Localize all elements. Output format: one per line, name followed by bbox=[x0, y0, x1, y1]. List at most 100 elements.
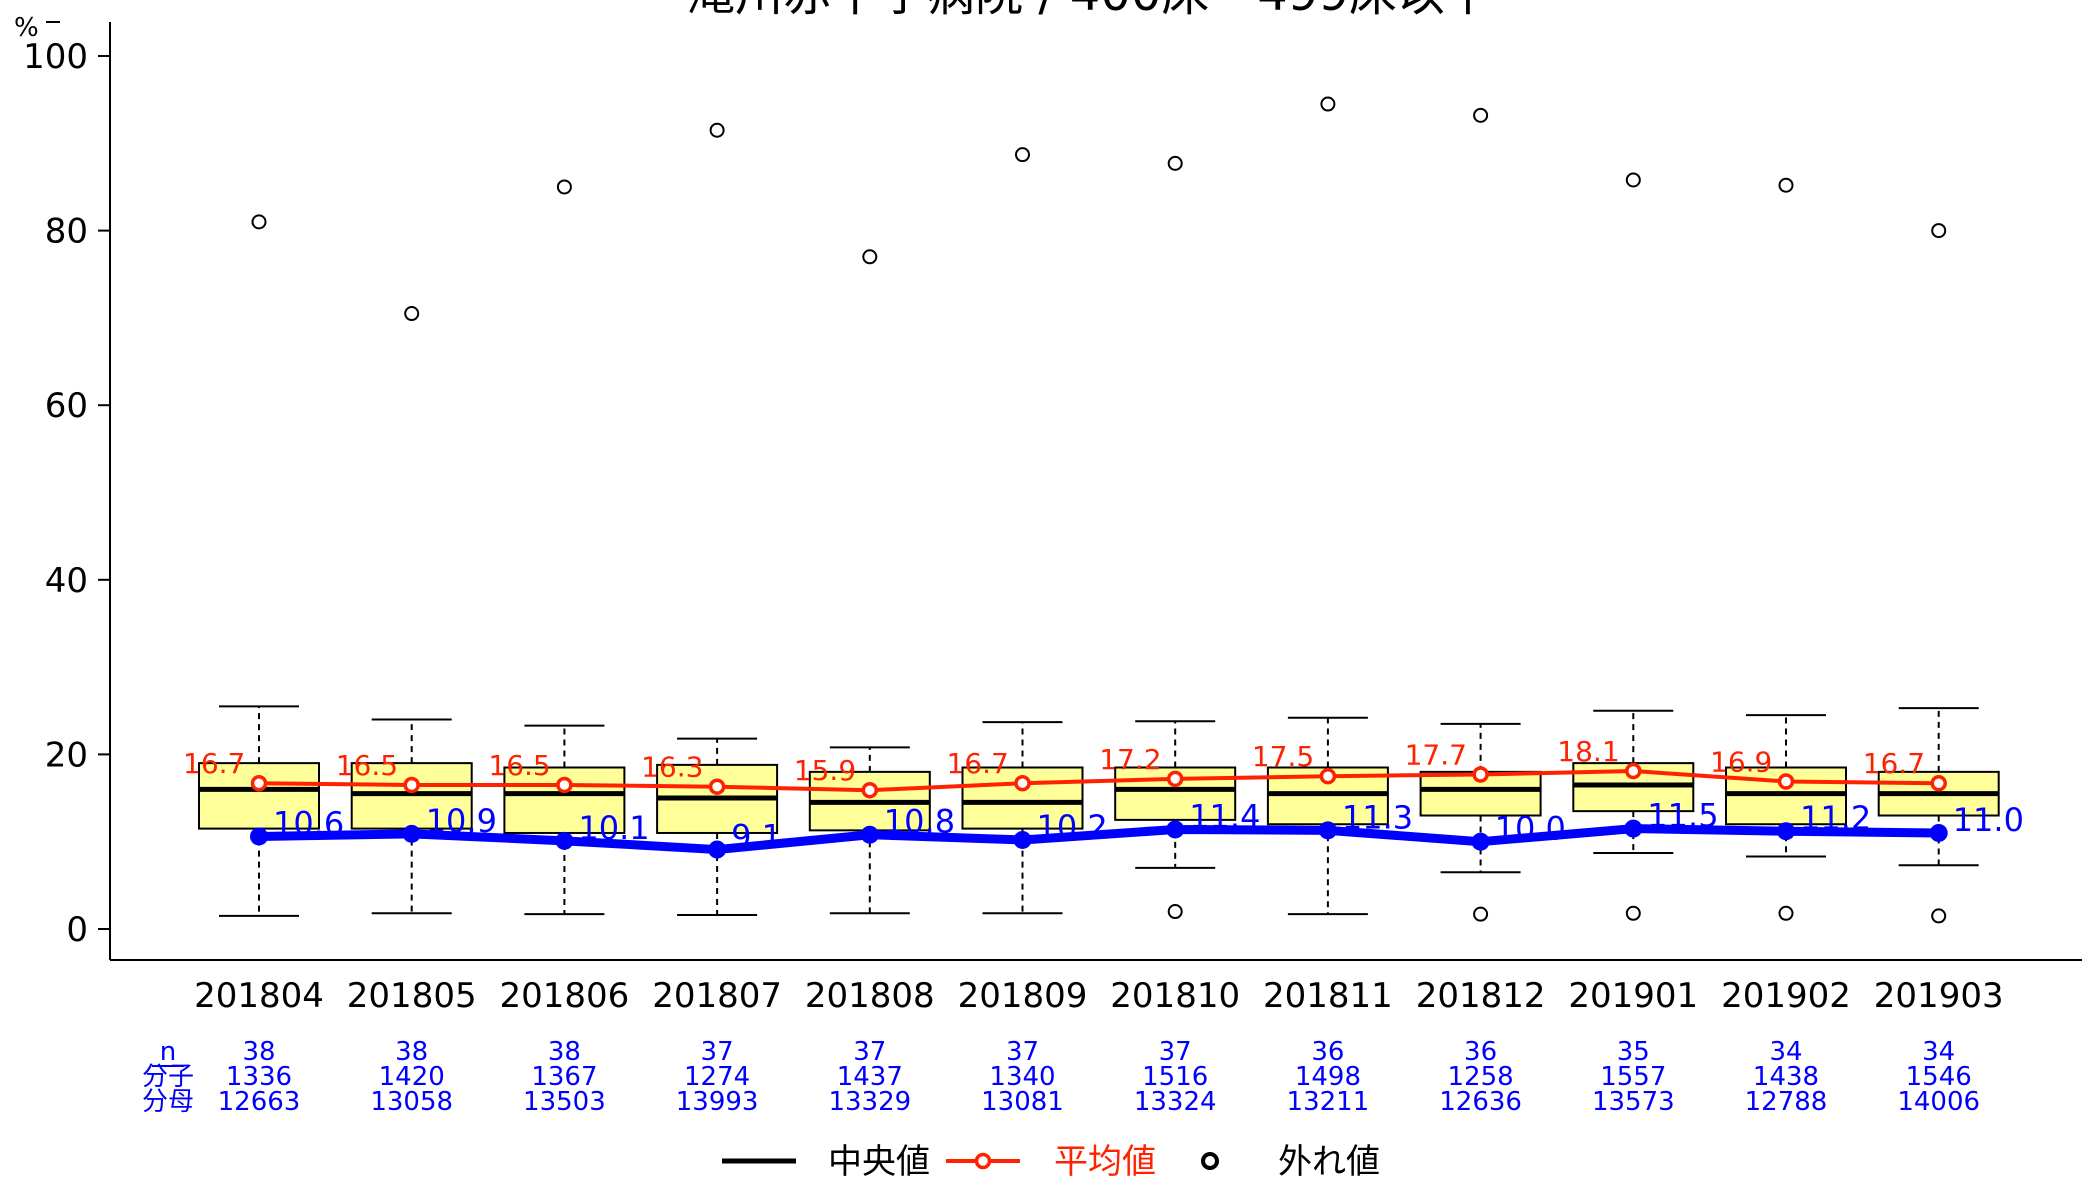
table-cell-numerator: 1516 bbox=[1142, 1062, 1208, 1092]
mean-value-label: 16.7 bbox=[183, 747, 245, 780]
outlier-point bbox=[1473, 107, 1489, 123]
blue-value-label: 10.8 bbox=[884, 803, 955, 841]
blue-value-label: 10.2 bbox=[1037, 808, 1108, 846]
outlier-point bbox=[1625, 172, 1641, 188]
outlier-point bbox=[1167, 904, 1183, 920]
table-cell-denominator: 13329 bbox=[828, 1087, 911, 1117]
outlier-point bbox=[1778, 177, 1794, 193]
mean-point bbox=[1319, 767, 1337, 785]
x-tick-label: 201903 bbox=[1874, 976, 2004, 1016]
table-cell-n: 38 bbox=[395, 1037, 428, 1067]
blue-series-point bbox=[1166, 820, 1185, 839]
table-cell-numerator: 1336 bbox=[226, 1062, 292, 1092]
table-cell-numerator: 1437 bbox=[837, 1062, 903, 1092]
table-cell-numerator: 1367 bbox=[531, 1062, 597, 1092]
mean-value-label: 17.2 bbox=[1099, 743, 1161, 776]
mean-value-label: 16.3 bbox=[641, 751, 703, 784]
mean-value-label: 17.5 bbox=[1252, 740, 1314, 773]
y-tick-label: 60 bbox=[45, 386, 88, 426]
table-cell-numerator: 1498 bbox=[1295, 1062, 1361, 1092]
table-cell-denominator: 12788 bbox=[1745, 1087, 1828, 1117]
y-axis-unit-label: % bbox=[14, 13, 39, 43]
mean-point bbox=[708, 778, 726, 795]
table-cell-n: 38 bbox=[548, 1037, 581, 1067]
outlier-point bbox=[1473, 906, 1489, 922]
outlier-point bbox=[709, 122, 725, 138]
legend-outlier-swatch bbox=[1201, 1152, 1219, 1170]
table-cell-denominator: 12663 bbox=[218, 1087, 301, 1117]
x-tick-label: 201812 bbox=[1416, 976, 1546, 1016]
blue-series-point bbox=[1929, 823, 1948, 842]
outlier-point bbox=[862, 249, 878, 265]
table-cell-numerator: 1438 bbox=[1753, 1062, 1819, 1092]
mean-point bbox=[1472, 766, 1489, 783]
blue-value-label: 10.1 bbox=[578, 809, 649, 847]
table-row-label-n: n bbox=[160, 1037, 176, 1067]
mean-point bbox=[250, 774, 268, 792]
y-tick-label: 0 bbox=[66, 910, 88, 950]
table-cell-denominator: 14006 bbox=[1897, 1087, 1980, 1117]
x-tick-label: 201808 bbox=[805, 976, 935, 1016]
blue-value-label: 10.9 bbox=[426, 802, 497, 840]
mean-point bbox=[1625, 762, 1642, 780]
table-cell-numerator: 1258 bbox=[1448, 1062, 1514, 1092]
table-cell-n: 36 bbox=[1311, 1037, 1344, 1067]
outlier-point bbox=[1625, 905, 1641, 921]
table-cell-numerator: 1340 bbox=[989, 1062, 1055, 1092]
chart-title: 滝川赤十字病院 / 400床 - 499床以下 bbox=[687, 0, 1493, 22]
mean-value-label: 16.7 bbox=[947, 747, 1009, 780]
blue-series-line bbox=[258, 824, 1939, 855]
blue-series-point bbox=[555, 831, 574, 850]
blue-series-point bbox=[708, 840, 727, 859]
legend-mean-label: 平均値 bbox=[1054, 1142, 1156, 1180]
table-cell-numerator: 1546 bbox=[1906, 1062, 1972, 1092]
x-tick-label: 201807 bbox=[652, 976, 782, 1016]
table-cell-denominator: 13058 bbox=[370, 1087, 453, 1117]
x-tick-label: 201804 bbox=[194, 976, 324, 1016]
table-cell-numerator: 1420 bbox=[379, 1062, 445, 1092]
blue-series-point bbox=[1624, 819, 1643, 838]
blue-value-label: 9.1 bbox=[731, 818, 782, 856]
outlier-point bbox=[1320, 96, 1336, 112]
blue-series-point bbox=[860, 825, 879, 844]
mean-value-label: 16.7 bbox=[1863, 747, 1925, 780]
outlier-point bbox=[1015, 147, 1030, 163]
mean-value-label: 17.7 bbox=[1405, 738, 1467, 771]
legend-mean-swatch-point bbox=[974, 1152, 992, 1170]
mean-value-label: 16.5 bbox=[488, 749, 550, 782]
outlier-point bbox=[556, 179, 572, 195]
table-cell-numerator: 1557 bbox=[1600, 1062, 1666, 1092]
mean-value-label: 16.5 bbox=[336, 749, 398, 782]
table-cell-n: 38 bbox=[242, 1037, 275, 1067]
table-cell-denominator: 13211 bbox=[1287, 1087, 1370, 1117]
blue-value-label: 10.0 bbox=[1495, 810, 1566, 848]
legend-median-label: 中央値 bbox=[828, 1142, 930, 1180]
table-cell-denominator: 13081 bbox=[981, 1087, 1064, 1117]
y-tick-label: 40 bbox=[45, 561, 88, 601]
outlier-point bbox=[1931, 908, 1947, 924]
outlier-point bbox=[1931, 223, 1947, 239]
table-cell-n: 37 bbox=[701, 1037, 734, 1067]
table-cell-n: 37 bbox=[1159, 1037, 1192, 1067]
blue-series-point bbox=[1318, 821, 1337, 840]
table-cell-n: 34 bbox=[1922, 1037, 1955, 1067]
blue-series-point bbox=[1471, 832, 1490, 851]
table-cell-n: 37 bbox=[1006, 1037, 1039, 1067]
blue-series-point bbox=[1013, 830, 1032, 849]
table-cell-n: 34 bbox=[1769, 1037, 1802, 1067]
blue-value-label: 11.2 bbox=[1800, 799, 1871, 837]
legend-outlier-label: 外れ値 bbox=[1278, 1142, 1380, 1180]
x-tick-label: 201901 bbox=[1568, 976, 1698, 1016]
mean-point bbox=[861, 781, 879, 799]
mean-point bbox=[403, 776, 420, 794]
table-cell-denominator: 13573 bbox=[1592, 1087, 1675, 1117]
blue-value-label: 11.3 bbox=[1342, 798, 1413, 836]
mean-value-label: 15.9 bbox=[794, 754, 856, 787]
blue-value-label: 11.4 bbox=[1189, 797, 1260, 835]
table-cell-denominator: 13503 bbox=[523, 1087, 606, 1117]
table-cell-n: 35 bbox=[1617, 1037, 1650, 1067]
blue-value-label: 11.0 bbox=[1953, 801, 2024, 839]
table-cell-n: 36 bbox=[1464, 1037, 1497, 1067]
blue-series-point bbox=[250, 827, 268, 846]
mean-point bbox=[1014, 774, 1031, 792]
